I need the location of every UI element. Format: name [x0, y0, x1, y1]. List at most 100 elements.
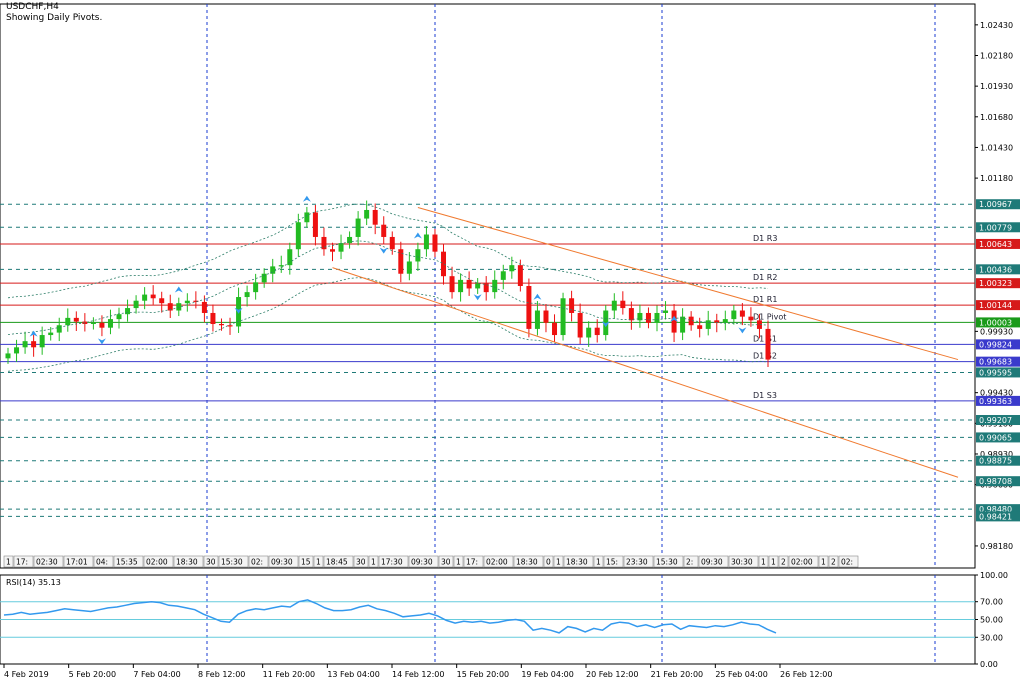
price-tag-box [976, 432, 1020, 443]
fractal-marker [379, 247, 388, 254]
pivot-label: D1 S3 [753, 391, 777, 400]
date-axis-label: 14 Feb 12:00 [392, 670, 444, 679]
rsi-axis-label: 0.00 [980, 660, 998, 669]
price-axis-label: 0.99430 [980, 389, 1013, 398]
candle-body [731, 310, 737, 320]
time-chip-box [778, 555, 789, 568]
price-tag-label: 0.98708 [979, 477, 1012, 486]
pivot-label: D1 S2 [753, 352, 777, 361]
price-tag-box [976, 367, 1020, 378]
candle-body [705, 320, 711, 329]
candle-body [31, 341, 37, 348]
time-chip-label: 18:30 [516, 558, 538, 567]
price-tag-box [976, 339, 1020, 350]
time-chip-box [818, 555, 829, 568]
candle-body [722, 319, 728, 323]
time-chip-box [248, 555, 269, 568]
price-tag-label: 1.00003 [979, 318, 1012, 327]
time-chip-label: 15:35 [116, 558, 138, 567]
candle-body [475, 283, 481, 289]
time-chip-box [593, 555, 604, 568]
price-tag-box [976, 504, 1020, 515]
date-axis-label: 8 Feb 12:00 [198, 670, 245, 679]
time-chip-box [438, 555, 454, 568]
time-chip-label: 1 [6, 558, 11, 567]
time-chip-box [653, 555, 684, 568]
price-axis-label: 1.01430 [980, 143, 1013, 152]
candle-body [526, 286, 532, 329]
time-chip-box [3, 555, 14, 568]
time-chip-label: 02:00 [146, 558, 168, 567]
time-chip-label: 02:00 [486, 558, 508, 567]
fractal-marker [738, 327, 747, 334]
candle-body [355, 218, 361, 237]
candle-body [364, 209, 370, 219]
candle-body [663, 310, 669, 313]
time-chip-box [513, 555, 544, 568]
time-chip-label: 0 [546, 558, 551, 567]
time-chip-label: 18:30 [176, 558, 198, 567]
price-tag-label: 1.00967 [979, 200, 1012, 209]
candle-body [201, 301, 207, 313]
fractal-marker [174, 286, 183, 293]
time-chip-box [453, 555, 464, 568]
time-chip-box [368, 555, 379, 568]
candle-body [697, 325, 703, 329]
price-axis-label: 0.98930 [980, 450, 1013, 459]
candle-body [304, 212, 310, 223]
time-chip-label: 15: [606, 558, 618, 567]
candle-body [39, 335, 45, 348]
time-chip-label: 04: [96, 558, 108, 567]
time-chip-label: 1 [316, 558, 321, 567]
time-chip-box [173, 555, 204, 568]
candle-body [65, 317, 71, 326]
time-chip-box [353, 555, 369, 568]
candle-body [381, 224, 387, 237]
candle-body [218, 324, 224, 326]
candle-body [14, 347, 20, 354]
price-tag-box [976, 395, 1020, 406]
candle-body [159, 298, 165, 304]
time-chip-label: 18:30 [566, 558, 588, 567]
time-chip-label: 1 [761, 558, 766, 567]
price-tag-box [976, 511, 1020, 522]
pivot-label: D1 Pivot [753, 312, 786, 321]
channel-upper-line [417, 207, 959, 361]
fractal-marker [670, 315, 679, 322]
candle-body [142, 294, 148, 301]
candle-body [620, 300, 626, 309]
candle-body [603, 310, 609, 336]
time-chip-box [63, 555, 94, 568]
price-tag-label: 1.00144 [979, 301, 1012, 310]
fractal-marker [234, 307, 243, 314]
bollinger-band-line [7, 203, 769, 299]
time-chip-label: 2 [831, 558, 836, 567]
date-axis-label: 4 Feb 2019 [4, 670, 49, 679]
price-tag-box [976, 455, 1020, 466]
time-chip-label: 1 [821, 558, 826, 567]
candle-body [552, 322, 558, 336]
candle-body [389, 236, 395, 250]
candle-body [645, 312, 651, 323]
candle-body [287, 249, 293, 266]
time-chip-box [13, 555, 34, 568]
date-axis-label: 20 Feb 12:00 [586, 670, 638, 679]
price-tag-label: 0.99683 [979, 358, 1012, 367]
price-tag-label: 0.98875 [979, 457, 1012, 466]
pivot-label: D1 R2 [753, 273, 777, 282]
time-chip-box [828, 555, 839, 568]
time-chip-label: 09:30 [701, 558, 723, 567]
price-tag-label: 0.98421 [979, 512, 1012, 521]
candle-body [611, 300, 617, 311]
candle-body [5, 353, 11, 359]
time-chip-label: 1 [371, 558, 376, 567]
date-axis-label: 25 Feb 04:00 [715, 670, 767, 679]
candle-body [577, 312, 583, 338]
price-tag-label: 0.98480 [979, 505, 1012, 514]
rsi-axis-label: 50.00 [980, 616, 1003, 625]
candle-body [99, 322, 105, 328]
date-axis-label: 5 Feb 20:00 [69, 670, 116, 679]
candle-body [756, 320, 762, 329]
time-chip-box [203, 555, 219, 568]
